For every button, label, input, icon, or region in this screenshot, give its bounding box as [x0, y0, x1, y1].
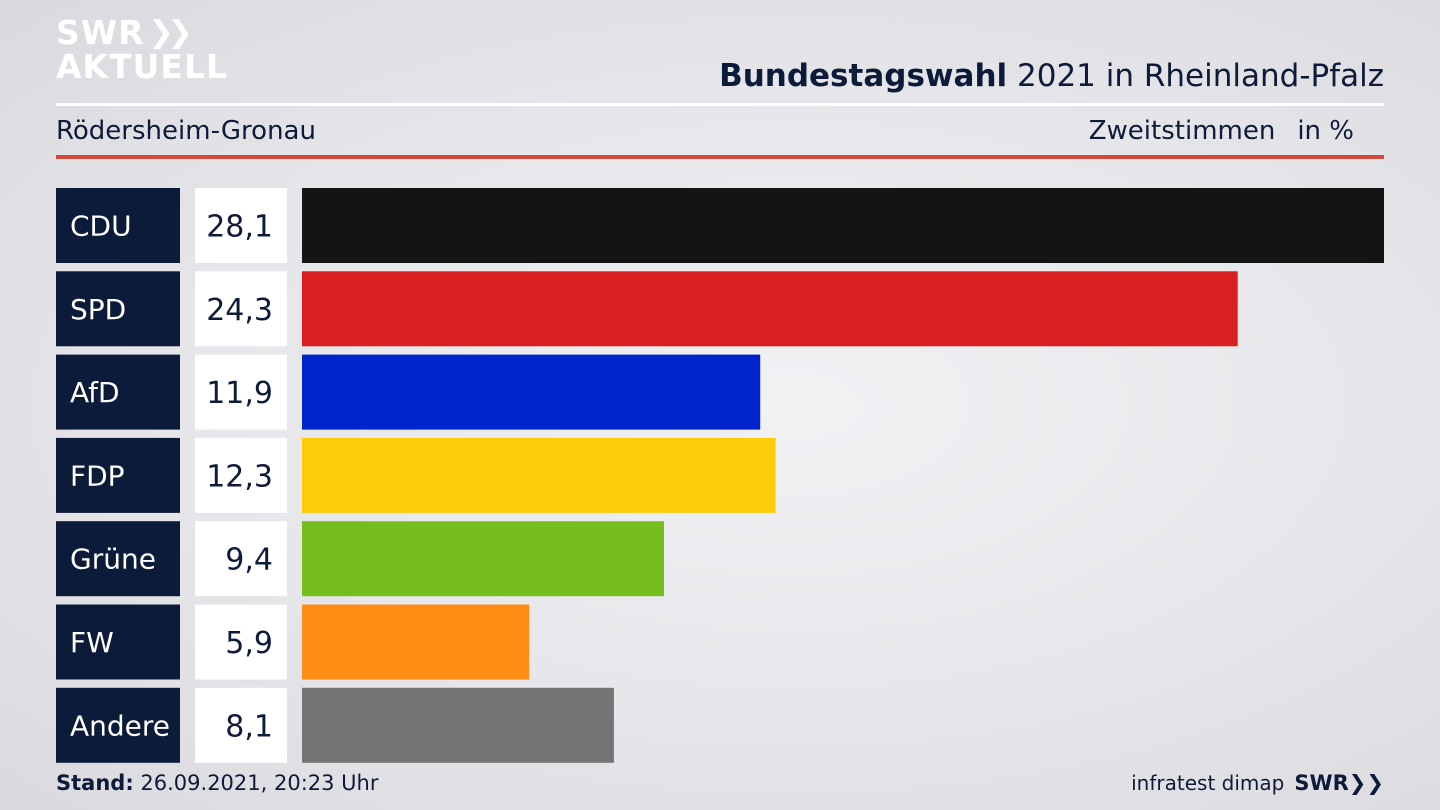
bar-afd [302, 354, 761, 430]
party-label-andere: Andere [70, 709, 170, 742]
source-credit: infratest dimap SWR❯❯ [1131, 771, 1384, 795]
value-box-fw [195, 604, 287, 680]
bar-gr-ne [302, 521, 664, 597]
party-label-spd: SPD [70, 293, 126, 326]
party-label-fdp: FDP [70, 459, 125, 492]
value-box-spd [195, 271, 287, 347]
bar-spd [302, 271, 1238, 347]
bar-andere [302, 687, 614, 763]
title-bold: Bundestagswahl [719, 58, 1008, 94]
value-label-fdp: 12,3 [206, 459, 273, 494]
logo-text-aktuell: AKTUELL [56, 47, 229, 86]
value-label-spd: 24,3 [206, 293, 273, 328]
stand-label: Stand: [56, 771, 134, 795]
header-divider [56, 103, 1384, 106]
unit-label: Zweitstimmen in % [1089, 116, 1354, 146]
party-label-box-fdp [56, 437, 180, 513]
unit-percent: in % [1297, 116, 1354, 146]
value-label-fw: 5,9 [225, 626, 273, 661]
title-rest: 2021 in Rheinland-Pfalz [1007, 58, 1384, 94]
value-label-andere: 8,1 [225, 709, 273, 744]
swr-aktuell-logo: SWR ❯❯ AKTUELL [56, 16, 228, 84]
party-label-cdu: CDU [70, 210, 132, 243]
party-label-box-afd [56, 354, 180, 430]
party-label-box-fw [56, 604, 180, 680]
swr-logo: SWR❯❯ [1294, 771, 1384, 795]
value-label-cdu: 28,1 [206, 210, 273, 245]
stand-value: 26.09.2021, 20:23 Uhr [133, 771, 379, 795]
party-label-box-cdu [56, 188, 180, 263]
municipality-name: Rödersheim-Gronau [56, 116, 316, 146]
party-label-box-spd [56, 271, 180, 347]
chevron-right-icon: ❯❯ [148, 15, 193, 50]
logo-text-swr: SWR [56, 13, 145, 52]
party-label-box-gr-ne [56, 521, 180, 597]
value-label-gr-ne: 9,4 [225, 543, 273, 578]
bar-fw [302, 604, 530, 680]
bar-cdu [302, 188, 1384, 263]
source-name: infratest dimap [1131, 771, 1285, 795]
timestamp: Stand: 26.09.2021, 20:23 Uhr [56, 771, 379, 795]
value-label-afd: 11,9 [206, 376, 273, 411]
value-box-afd [195, 354, 287, 430]
party-label-box-andere [56, 687, 180, 763]
bar-fdp [302, 437, 776, 513]
brand-text: SWR [1294, 771, 1349, 795]
party-label-fw: FW [70, 626, 114, 659]
party-label-afd: AfD [70, 376, 120, 409]
value-box-gr-ne [195, 521, 287, 597]
accent-divider [56, 155, 1384, 159]
page-title: Bundestagswahl 2021 in Rheinland-Pfalz [719, 58, 1384, 94]
value-box-andere [195, 687, 287, 763]
vote-type-label: Zweitstimmen [1088, 116, 1276, 146]
value-box-cdu [195, 188, 287, 263]
value-box-fdp [195, 437, 287, 513]
party-label-gr-ne: Grüne [70, 543, 156, 576]
